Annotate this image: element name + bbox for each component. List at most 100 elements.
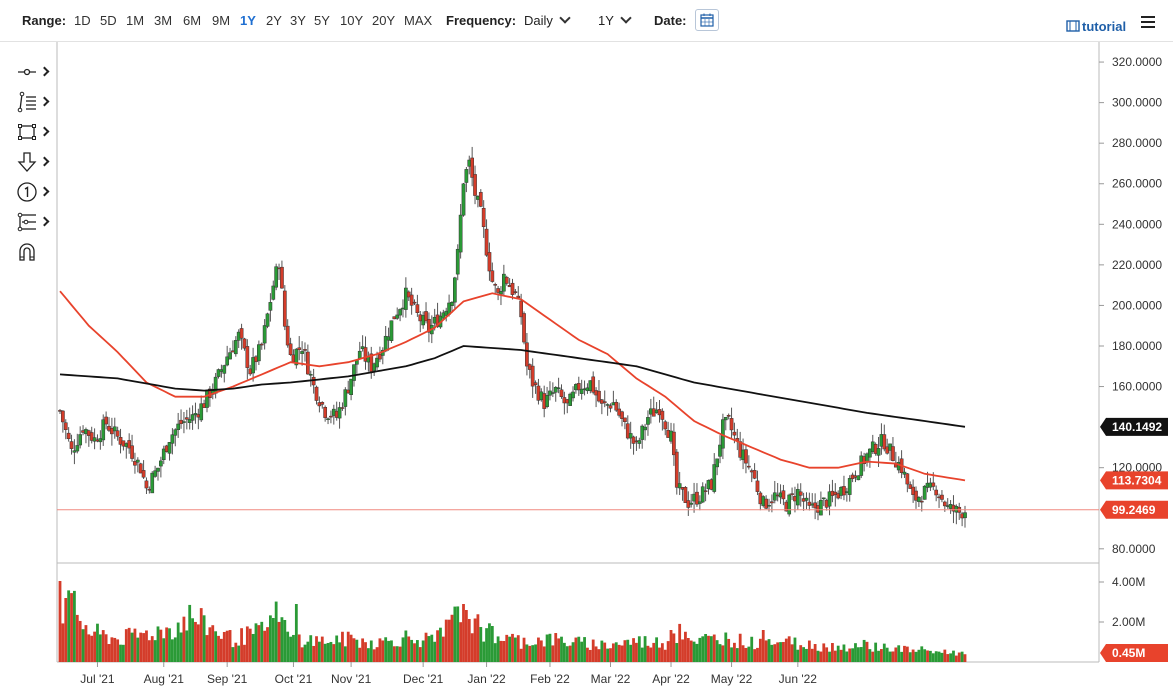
range-5d[interactable]: 5D (100, 13, 117, 28)
range-3y[interactable]: 3Y (290, 13, 306, 28)
volume-bar (949, 653, 952, 662)
arrow-tool[interactable] (14, 148, 54, 178)
candle (614, 399, 619, 413)
candle (772, 480, 777, 504)
tutorial-link[interactable]: tutorial (1066, 19, 1126, 34)
candle (92, 428, 97, 450)
volume-bar (467, 618, 471, 662)
range-1m[interactable]: 1M (126, 13, 145, 28)
volume-bar (101, 630, 105, 662)
candle (478, 189, 483, 208)
volume-bar (364, 642, 367, 662)
range-1d[interactable]: 1D (74, 13, 91, 28)
volume-bar (839, 649, 843, 662)
candle (130, 434, 134, 462)
volume-bar (954, 655, 958, 662)
rectangle-tool[interactable] (14, 118, 54, 148)
volume-bar (741, 645, 745, 662)
range-5y[interactable]: 5Y (314, 13, 330, 28)
volume-bar (735, 648, 739, 662)
volume-bar (505, 634, 509, 662)
candle (458, 203, 463, 259)
volume-bar (96, 623, 99, 662)
volume-bar (119, 644, 122, 662)
volume-bar (908, 652, 912, 662)
candle (712, 453, 717, 494)
volume-bar (453, 606, 457, 662)
volume-bar (678, 623, 682, 662)
sma200-line (59, 345, 966, 428)
candle (481, 200, 486, 238)
candle (522, 311, 526, 345)
volume-bar (433, 641, 437, 662)
volume-bar (381, 640, 385, 662)
candle (597, 380, 601, 403)
volume-bar (237, 645, 241, 662)
time-tick-label: Jan '22 (467, 672, 506, 686)
candle (703, 483, 708, 502)
volume-bar (663, 649, 667, 662)
period-select[interactable]: 1Y (598, 12, 632, 29)
volume-bar (485, 628, 488, 662)
chevron-down-icon (620, 12, 632, 24)
candle (496, 285, 500, 301)
volume-bar (424, 632, 428, 662)
volume-bar (712, 634, 716, 662)
range-20y[interactable]: 20Y (372, 13, 396, 28)
volume-bar (534, 644, 537, 662)
candle (625, 415, 630, 440)
candle (683, 486, 688, 503)
candle (746, 455, 751, 470)
candle (798, 483, 803, 507)
range-9m[interactable]: 9M (212, 13, 231, 28)
hamburger-menu-icon[interactable] (1141, 16, 1155, 28)
candle (919, 495, 924, 512)
candle (827, 484, 832, 516)
annotation-tool[interactable] (14, 178, 54, 208)
volume-bar (623, 640, 627, 662)
candle (628, 421, 633, 449)
date-picker-button[interactable] (695, 9, 719, 31)
frequency-select[interactable]: Daily (524, 12, 571, 29)
volume-bar (551, 645, 555, 662)
candle (781, 484, 786, 506)
trendline-tool[interactable] (14, 88, 54, 118)
volume-bar (675, 643, 679, 662)
range-max[interactable]: MAX (404, 13, 433, 28)
sma50-line (59, 290, 966, 482)
volume-bar (871, 651, 875, 662)
volume-bar (110, 637, 114, 662)
candle (940, 490, 944, 503)
candle (591, 371, 596, 395)
range-1y[interactable]: 1Y (240, 13, 256, 28)
candle (141, 460, 146, 479)
fibonacci-tool[interactable] (14, 208, 54, 238)
volume-bar (750, 636, 754, 662)
range-3m[interactable]: 3M (154, 13, 173, 28)
volume-bar (248, 628, 252, 662)
candle (340, 402, 345, 411)
volume-bar (133, 628, 137, 662)
volume-bar (807, 640, 811, 662)
time-tick-label: Apr '22 (652, 672, 690, 686)
candle (718, 435, 722, 464)
volume-bar (263, 630, 267, 662)
candle (294, 348, 299, 369)
crosshair-tool[interactable] (14, 58, 54, 88)
volume-bar (684, 631, 687, 662)
candle (847, 475, 852, 502)
range-2y[interactable]: 2Y (266, 13, 282, 28)
candle (424, 302, 428, 324)
candle (836, 490, 841, 500)
volume-tick-label: 4.00M (1112, 575, 1145, 589)
candle (297, 336, 302, 361)
candle (715, 458, 719, 476)
volume-bar (271, 618, 275, 662)
range-6m[interactable]: 6M (183, 13, 202, 28)
range-10y[interactable]: 10Y (340, 13, 364, 28)
volume-bar (744, 647, 748, 662)
candle (262, 319, 267, 350)
magnet-tool[interactable] (14, 238, 54, 268)
volume-bar (329, 641, 333, 662)
volume-bar (819, 651, 823, 662)
